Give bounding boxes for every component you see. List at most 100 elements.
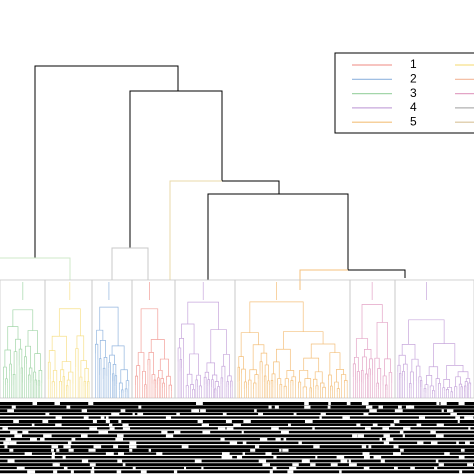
label-gap [227,456,232,459]
branch [334,381,339,389]
branch [336,388,340,393]
label-gap [115,438,124,441]
label-gap [435,459,439,463]
label-gap [55,423,62,427]
label-gap [353,434,358,438]
label-gap [156,452,163,456]
branch [403,363,408,372]
label-gap [352,434,356,438]
branch [408,319,445,345]
branch [409,371,414,385]
label-gap [457,420,460,423]
label-gap [202,430,211,434]
label-gap [27,470,31,474]
branch [253,382,257,389]
branch [59,380,62,386]
label-gap [226,427,234,431]
label-gap [9,448,14,452]
label-gap [393,452,401,456]
branch [344,380,348,384]
branch [169,180,222,280]
label-gap [440,402,447,405]
label-gap [132,412,135,416]
branch [374,357,380,369]
label-gap [11,405,16,409]
branch [159,358,169,377]
label-gap [222,412,227,416]
branch [147,359,151,371]
label-gap [176,412,180,416]
branch [189,353,199,376]
label-gap [382,427,390,431]
branch [237,366,240,383]
label-gap [319,416,322,420]
label-row [0,438,474,441]
branch [221,365,226,378]
label-gap [16,466,25,470]
label-gap [56,448,60,452]
branch [433,343,456,367]
label-gap [120,409,126,413]
label-gap [328,402,331,405]
label-gap [242,441,247,445]
branch [158,369,163,379]
branch [185,385,189,389]
label-gap [254,445,260,449]
label-gap [174,430,181,434]
label-gap [283,438,287,441]
label-gap [63,445,71,449]
label-gap [363,466,370,470]
branch [137,352,145,372]
label-gap [24,452,32,456]
branch [99,340,106,359]
label-gap [173,470,178,474]
label-gap [83,416,89,420]
label-gap [465,441,470,445]
branch [51,335,67,362]
branch [140,308,159,353]
branch [129,90,223,248]
branch [198,385,202,391]
label-gap [40,438,45,441]
label-gap [67,441,72,445]
cluster-box [131,279,176,399]
label-row [0,416,474,419]
legend-label: 5 [410,114,417,128]
label-gap [275,438,281,441]
label-gap [440,402,444,405]
branch [214,381,219,389]
label-gap [336,456,345,459]
branch [348,269,406,278]
label-gap [310,463,316,467]
label-gap [105,430,109,434]
label-gap [390,423,395,427]
label-row [0,434,474,438]
branch [243,381,247,390]
label-gap [220,438,224,441]
label-gap [435,434,444,438]
branch [435,378,440,387]
branch [95,343,99,360]
branch [3,366,7,381]
label-row [0,420,474,424]
label-gap [181,445,189,449]
label-gap [242,452,246,456]
branch [273,361,280,379]
branch [33,371,37,381]
label-gap [81,434,88,438]
label-gap [52,463,57,467]
branch [299,369,309,383]
label-gap [116,470,122,474]
label-gap [68,448,74,452]
label-gap [455,416,460,420]
label-gap [129,441,137,445]
label-gap [348,459,351,463]
label-gap [269,470,273,474]
label-gap [444,452,450,456]
label-gap [132,466,136,470]
label-gap [31,423,35,427]
branch [364,349,372,359]
branch [328,374,332,387]
label-gap [2,427,8,431]
label-gap [66,405,71,409]
